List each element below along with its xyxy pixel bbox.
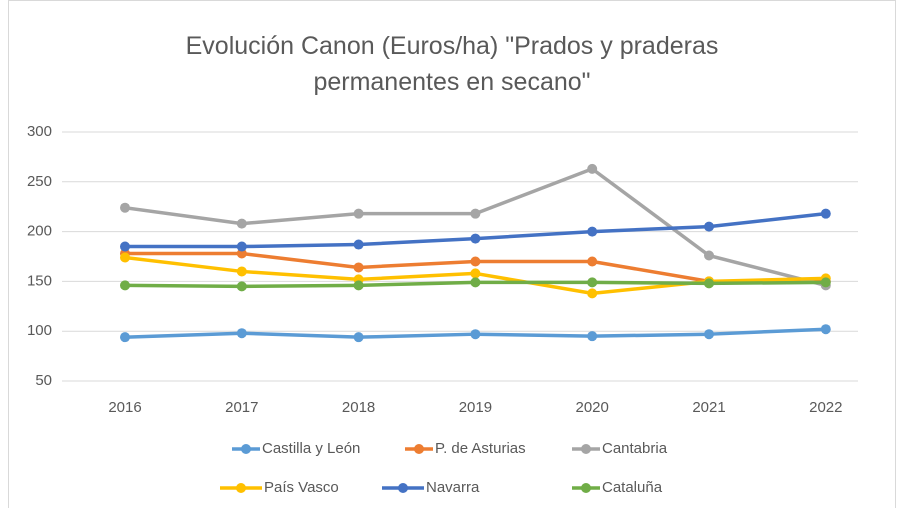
x-tick-label: 2016 — [108, 399, 141, 416]
data-point — [820, 277, 831, 288]
legend-marker — [236, 483, 246, 493]
data-point — [820, 324, 831, 335]
data-point — [236, 241, 247, 252]
legend-label: P. de Asturias — [435, 440, 526, 457]
y-tick-label: 150 — [27, 272, 52, 289]
legend-label: Castilla y León — [262, 440, 360, 457]
legend-label: Navarra — [426, 479, 480, 496]
series-line — [124, 167, 827, 288]
legend-label: Cantabria — [602, 440, 668, 457]
data-point — [353, 280, 364, 291]
legend-marker — [581, 483, 591, 493]
data-point — [236, 281, 247, 292]
data-point — [587, 288, 598, 299]
legend-marker — [581, 444, 591, 454]
data-point — [120, 332, 130, 343]
data-point — [236, 266, 247, 277]
y-tick-label: 250 — [27, 173, 52, 190]
y-tick-label: 200 — [27, 223, 52, 240]
data-point — [353, 262, 364, 273]
data-point — [704, 329, 714, 340]
x-tick-label: 2017 — [225, 399, 258, 416]
data-point — [470, 277, 481, 288]
data-point — [587, 226, 598, 237]
x-tick-label: 2019 — [459, 399, 492, 416]
legend-label: Cataluña — [602, 479, 663, 496]
data-point — [236, 328, 247, 339]
y-tick-label: 50 — [35, 372, 52, 389]
x-tick-label: 2021 — [692, 399, 725, 416]
data-point — [353, 208, 364, 219]
data-point — [704, 221, 714, 232]
data-point — [470, 256, 481, 267]
y-tick-label: 300 — [27, 123, 52, 140]
data-point — [587, 331, 598, 342]
legend-marker — [414, 444, 424, 454]
data-point — [236, 248, 247, 259]
data-point — [353, 239, 364, 250]
legend-marker — [398, 483, 408, 493]
x-tick-label: 2018 — [342, 399, 375, 416]
data-point — [587, 256, 598, 267]
legend-label: País Vasco — [264, 479, 339, 496]
data-point — [470, 268, 481, 279]
data-point — [470, 329, 481, 340]
data-point — [120, 280, 130, 291]
data-point — [353, 332, 364, 343]
data-point — [587, 277, 598, 288]
data-point — [470, 233, 481, 244]
chart-border — [8, 0, 896, 508]
x-tick-label: 2020 — [576, 399, 609, 416]
data-point — [820, 208, 831, 219]
y-tick-label: 100 — [27, 322, 52, 339]
data-point — [704, 278, 714, 289]
data-point — [120, 241, 130, 252]
x-tick-label: 2022 — [809, 399, 842, 416]
chart-title: Evolución Canon (Euros/ha) "Prados y pra… — [185, 32, 719, 96]
data-point — [470, 208, 481, 219]
legend-marker — [241, 444, 251, 454]
data-point — [704, 250, 714, 261]
data-point — [236, 218, 247, 229]
data-point — [120, 202, 130, 213]
data-point — [120, 252, 130, 263]
data-point — [587, 163, 598, 174]
